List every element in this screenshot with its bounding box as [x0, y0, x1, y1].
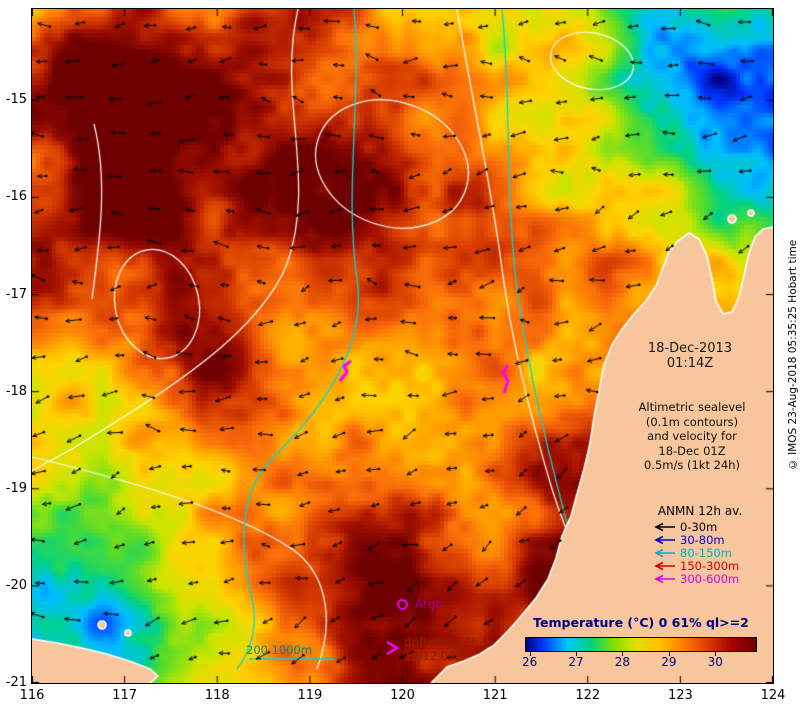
temperature-colorbar: Temperature (°C) 0 61% ql>=2 26 27 28 29 30	[522, 615, 757, 676]
depth-legend-row: 30-80m	[652, 533, 739, 546]
info-line: 18-Dec 01Z	[658, 443, 726, 458]
x-axis-tick-label: 118	[204, 688, 230, 703]
y-axis-tick-label: -20	[5, 577, 27, 593]
x-axis-tick-label: 117	[112, 688, 138, 703]
velocity-arrow-icon	[654, 561, 675, 570]
depth-legend-label: 300-600m	[680, 571, 740, 586]
y-axis-tick-label: -19	[5, 480, 27, 496]
colorbar-title: Temperature (°C) 0 61% ql>=2	[533, 615, 749, 630]
anmn-legend-title: ANMN 12h av.	[657, 504, 743, 518]
y-axis-tick-label: -18	[5, 383, 27, 399]
x-axis-tick-label: 119	[297, 688, 323, 703]
velocity-arrow-icon	[654, 522, 675, 531]
drifters-label: drifters@12h to 18/12 06Z	[404, 635, 494, 663]
colorbar-tickmark	[668, 652, 670, 656]
datetime-time: 01:14Z	[666, 355, 714, 371]
datetime-date: 18-Dec-2013	[647, 341, 733, 356]
map-canvas	[31, 8, 774, 684]
colorbar-tickmark	[622, 652, 624, 656]
datetime-annotation: 18-Dec-2013 01:14Z	[625, 341, 755, 372]
info-line: 0.5m/s (1kt 24h)	[643, 458, 741, 472]
y-axis-tick-label: -17	[5, 286, 27, 302]
velocity-arrow-icon	[654, 548, 675, 557]
depth-legend: 0-30m 30-80m 80-150m 150-300m 300-600m	[652, 520, 739, 585]
argo-legend-item: Argo	[396, 597, 443, 612]
colorbar-tickmark	[576, 652, 578, 656]
x-axis-tick-label: 121	[482, 688, 508, 703]
x-axis-tick-label: 122	[575, 688, 601, 703]
copyright-watermark: © IMOS 23-Aug-2018 05:35:25 Hobart time	[787, 239, 799, 471]
depth-legend-row: 150-300m	[652, 559, 739, 572]
depth-legend-label: 150-300m	[680, 558, 740, 573]
colorbar-tick-label: 29	[661, 655, 677, 669]
drifters-legend-item: drifters@12h to 18/12 06Z	[384, 635, 494, 663]
altimetric-info-annotation: Altimetric sealevel (0.1m contours) and …	[622, 400, 762, 473]
drifter-arrow-icon	[386, 640, 399, 656]
info-line: and velocity for	[647, 429, 737, 443]
depth-legend-row: 80-150m	[652, 546, 739, 559]
drifters-label-line2: 18/12 06Z	[404, 648, 464, 663]
info-line: Altimetric sealevel	[638, 400, 746, 414]
colorbar-tickmark	[715, 652, 717, 656]
y-axis-tick-label: -16	[5, 189, 27, 205]
colorbar-tickmark	[529, 652, 531, 656]
velocity-arrow-icon	[654, 535, 675, 544]
depth-legend-label: 30-80m	[680, 532, 725, 547]
drifters-label-line1: drifters@12h to	[404, 635, 494, 649]
colorbar-tick-label: 27	[568, 655, 584, 669]
depth-legend-row: 0-30m	[652, 520, 739, 533]
x-axis-tick-label: 120	[390, 688, 415, 703]
x-axis-tick-label: 124	[760, 688, 786, 703]
colorbar-tick-label: 26	[522, 655, 538, 669]
velocity-arrow-icon	[654, 574, 675, 583]
x-axis-tick-label: 116	[19, 688, 45, 703]
depth-legend-row: 300-600m	[652, 572, 739, 585]
y-axis-tick-label: -15	[5, 92, 27, 108]
x-axis-tick-label: 123	[667, 688, 693, 703]
y-axis-tick-label: -21	[5, 675, 27, 690]
colorbar-gradient	[525, 637, 757, 652]
depth-legend-label: 80-150m	[680, 545, 732, 560]
info-line: (0.1m contours)	[645, 414, 739, 429]
depth-legend-label: 0-30m	[680, 519, 718, 534]
colorbar-tick-label: 30	[707, 655, 723, 669]
bathymetry-contour-label: 200 1000m	[246, 643, 313, 657]
colorbar-tick-label: 28	[614, 655, 631, 669]
argo-circle-icon	[397, 599, 408, 611]
argo-label: Argo	[415, 597, 443, 611]
